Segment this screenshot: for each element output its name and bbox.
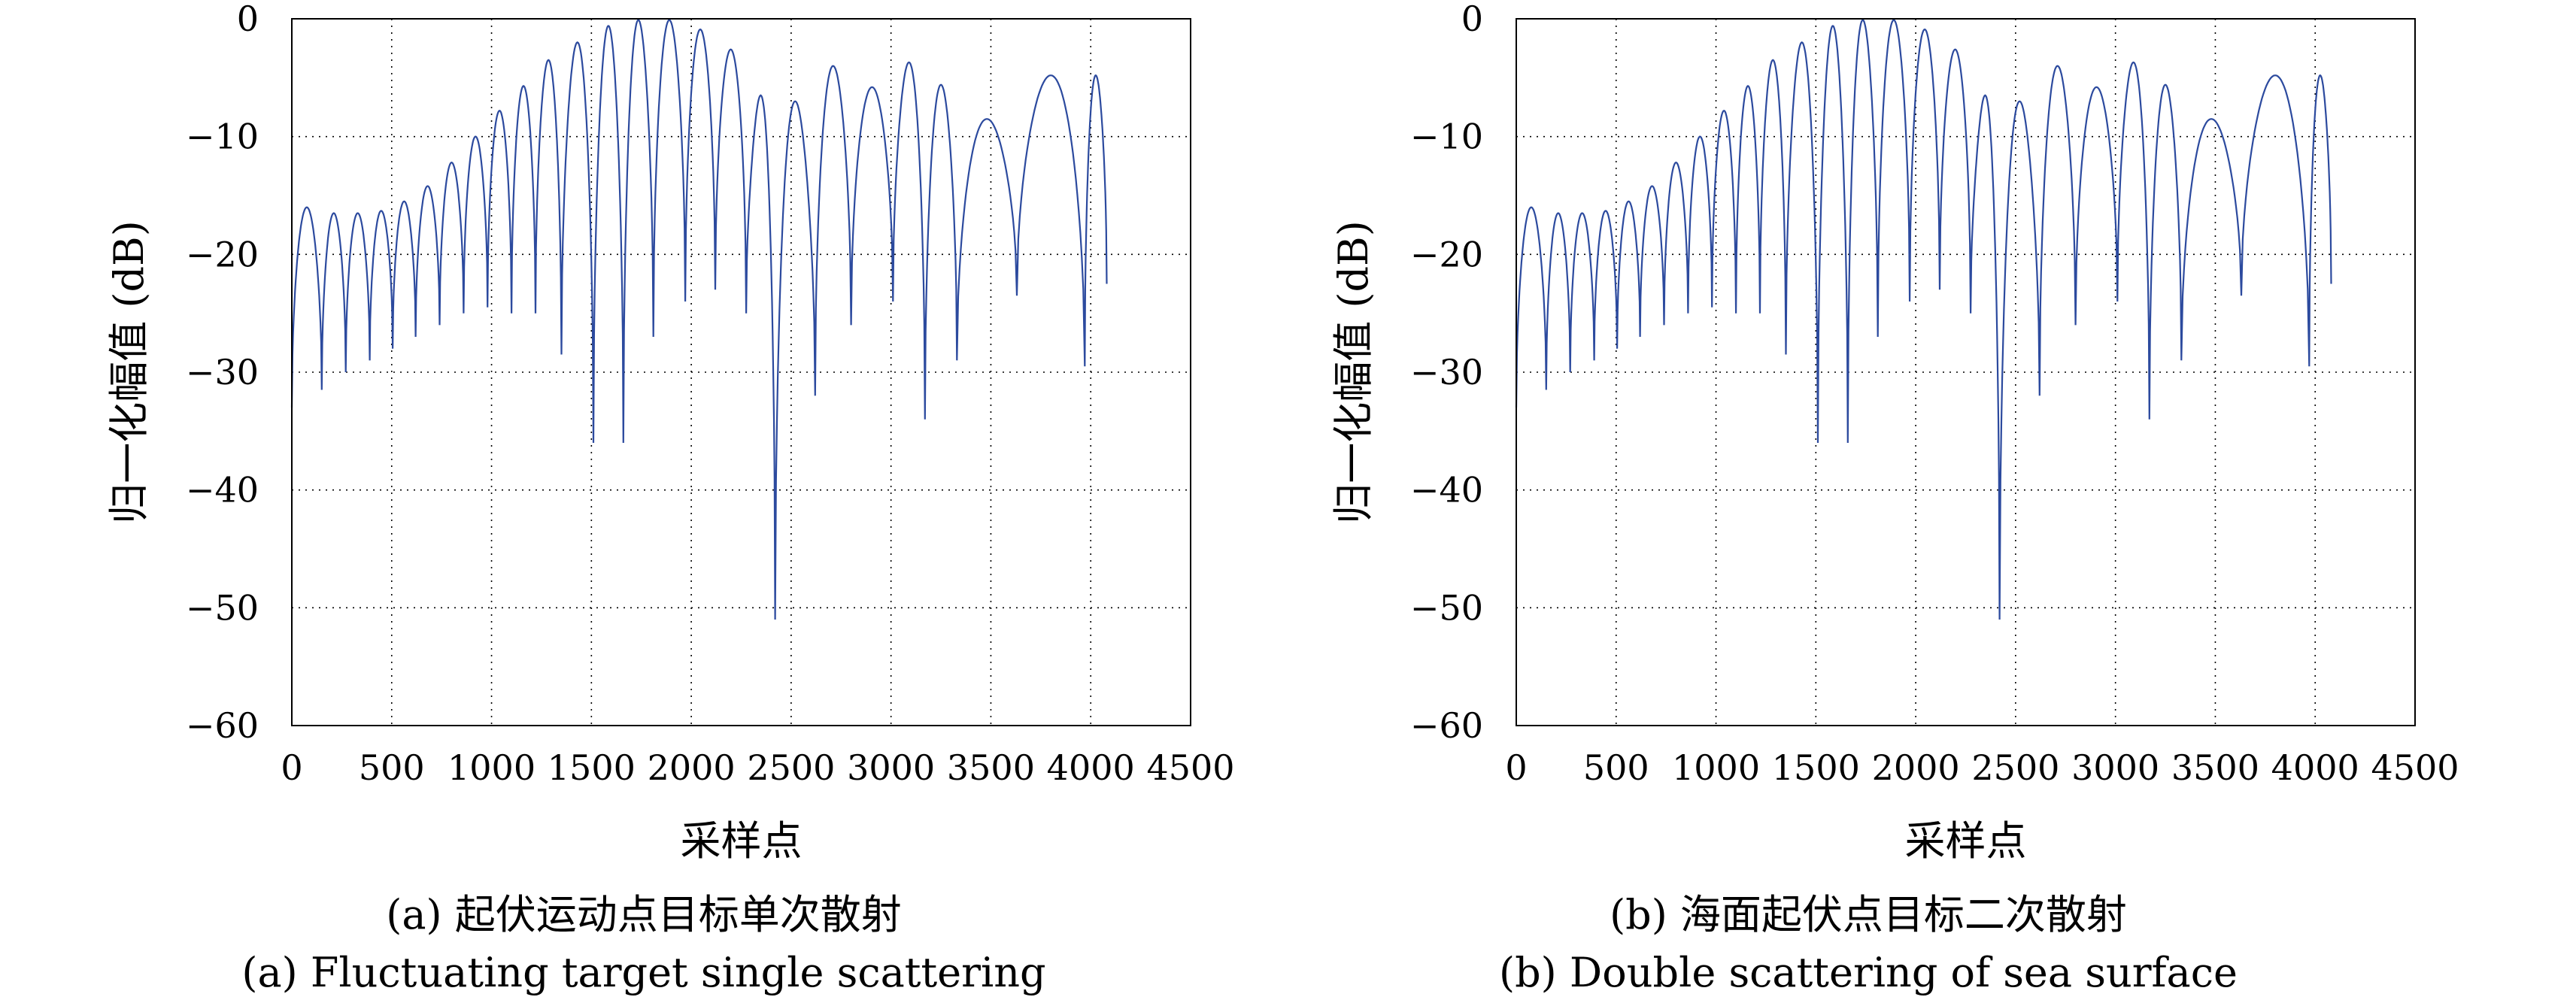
chart-a-x-tick-label: 1500 [548, 747, 636, 788]
chart-b-x-axis-label: 采样点 [1905, 817, 2027, 865]
chart-panel-a: 0 500 1000 1500 2000 2500 3000 3500 4000 4500 0 −1… [105, 0, 1235, 996]
chart-b-y-tick-label: −40 [1410, 470, 1483, 511]
chart-b-series-line [1515, 19, 2332, 620]
chart-a-x-tick-label: 4500 [1146, 747, 1234, 788]
chart-b-x-tick-label: 3500 [2171, 747, 2259, 788]
chart-panel-b: 0 500 1000 1500 2000 2500 3000 3500 4000 4500 0 −1… [1224, 0, 2512, 1000]
chart-a-x-axis-label: 采样点 [681, 817, 803, 865]
chart-a-x-tick-label: 2000 [648, 747, 736, 788]
chart-b-plot-frame [1516, 18, 2416, 726]
chart-a-x-tick-label: 3000 [847, 747, 935, 788]
chart-a-x-tick-label: 3500 [947, 747, 1035, 788]
chart-b-caption-english: (b) Double scattering of sea surface [1499, 949, 2238, 996]
chart-a-y-axis-label: 归一化幅值 (dB) [105, 220, 153, 524]
chart-b-x-tick-labels: 0 500 1000 1500 2000 2500 3000 3500 4000 4500 [1505, 747, 2459, 788]
chart-a-y-tick-label: 0 [237, 0, 259, 39]
chart-a-y-tick-label: −10 [186, 117, 259, 157]
chart-a-y-tick-label: −40 [186, 470, 259, 511]
chart-a-x-tick-label: 4000 [1047, 747, 1135, 788]
chart-a-y-tick-label: −20 [186, 234, 259, 274]
chart-b-x-tick-label: 2000 [1872, 747, 1960, 788]
chart-b-x-tick-label: 500 [1583, 747, 1649, 788]
chart-b-y-tick-label: −10 [1410, 117, 1483, 157]
chart-a-y-tick-labels: 0 −10 −20 −30 −40 −50 −60 [186, 0, 259, 746]
chart-b-caption-chinese: (b) 海面起伏点目标二次散射 [1610, 891, 2127, 938]
chart-a-y-tick-label: −50 [186, 587, 259, 628]
chart-a-x-tick-label: 500 [359, 747, 425, 788]
chart-b-y-tick-label: −20 [1410, 234, 1483, 274]
chart-b-x-tick-label: 2500 [1971, 747, 2059, 788]
chart-b-x-tick-label: 4500 [2371, 747, 2459, 788]
chart-a-x-tick-label: 2500 [747, 747, 835, 788]
chart-a-svg: 0 500 1000 1500 2000 2500 3000 3500 4000 4500 0 −1… [105, 0, 1235, 865]
chart-a-x-tick-labels: 0 500 1000 1500 2000 2500 3000 3500 4000 4500 [281, 747, 1234, 788]
chart-a-y-tick-label: −60 [186, 705, 259, 746]
chart-a-x-tick-label: 1000 [448, 747, 536, 788]
chart-b-x-tick-label: 3000 [2071, 747, 2159, 788]
chart-b-svg: 0 500 1000 1500 2000 2500 3000 3500 4000 4500 0 −1… [1330, 0, 2459, 865]
chart-b-x-tick-label: 1500 [1772, 747, 1860, 788]
chart-b-y-tick-labels: 0 −10 −20 −30 −40 −50 −60 [1410, 0, 1483, 746]
chart-b-y-tick-label: −30 [1410, 352, 1483, 392]
chart-b-y-tick-label: −60 [1410, 705, 1483, 746]
chart-a-caption-chinese: (a) 起伏运动点目标单次散射 [386, 891, 902, 938]
chart-b-x-tick-label: 1000 [1672, 747, 1760, 788]
chart-b-y-tick-label: −50 [1410, 587, 1483, 628]
chart-b-x-tick-label: 0 [1505, 747, 1527, 788]
chart-a-x-tick-label: 0 [281, 747, 302, 788]
chart-a-y-tick-label: −30 [186, 352, 259, 392]
chart-a-caption-english: (a) Fluctuating target single scattering [241, 949, 1046, 996]
chart-b-x-tick-label: 4000 [2271, 747, 2359, 788]
chart-a-plot-frame [291, 18, 1191, 726]
chart-b-y-axis-label: 归一化幅值 (dB) [1330, 220, 1377, 524]
chart-b-y-tick-label: 0 [1461, 0, 1483, 39]
chart-a-series-line [290, 19, 1108, 620]
